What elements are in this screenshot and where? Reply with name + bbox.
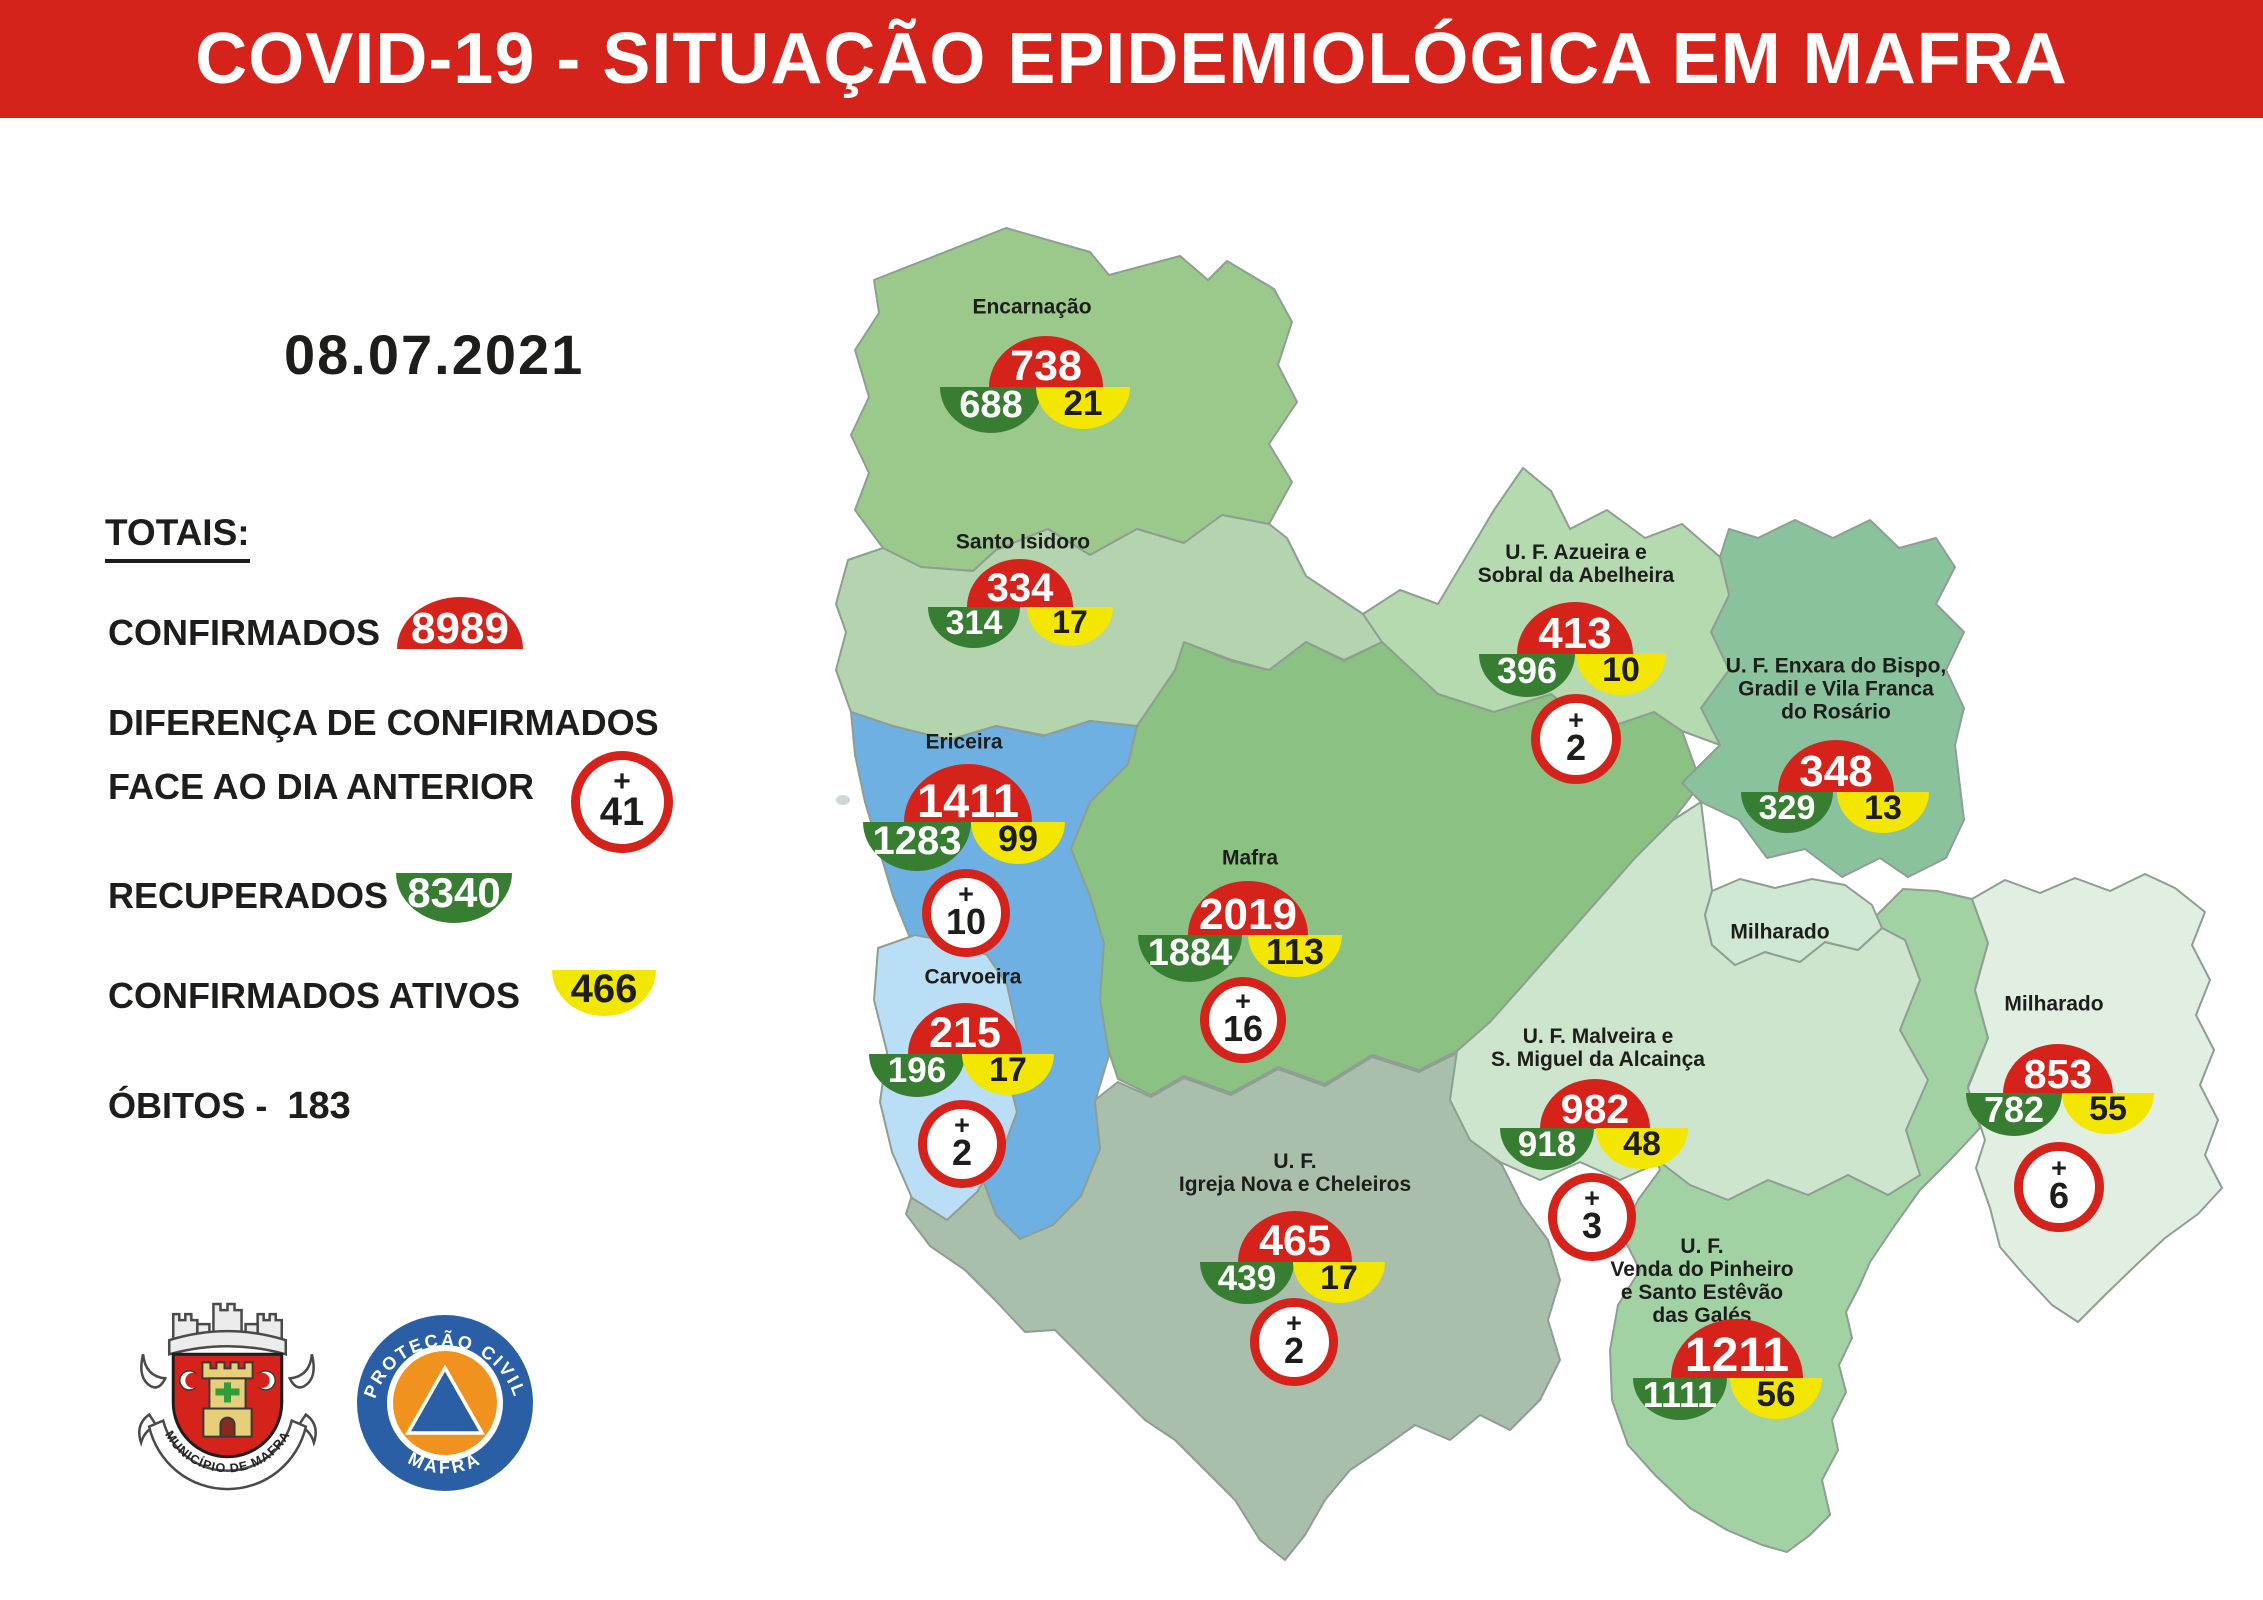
diff-value-azueira: 2	[1565, 726, 1587, 768]
diff-label-line1: DIFERENÇA DE CONFIRMADOS	[108, 702, 659, 743]
active-total-badge: 466	[552, 969, 656, 1016]
confirmed-badge-ericeira: 1411	[904, 764, 1032, 824]
plus-icon: +	[613, 765, 631, 799]
region-label-malveira: U. F. Malveira e S. Miguel da Alcainça	[1491, 1024, 1705, 1071]
region-label-igreja-nova: U. F. Igreja Nova e Cheleiros	[1178, 1149, 1412, 1196]
region-label-mafra: Mafra	[1221, 846, 1279, 870]
region-label-milharado-exclave: Milharado	[1730, 920, 1830, 944]
region-label-encarnacao: Encarnação	[972, 295, 1092, 319]
diff-value-ericeira: 10	[945, 900, 987, 942]
recovered-total-label: RECUPERADOS	[108, 875, 389, 916]
diff-badge-mafra: + 16	[1200, 977, 1286, 1063]
diff-value-milharado: 6	[2048, 1174, 2070, 1216]
protecao-civil-mafra-logo: PROTEÇÃO CIVIL MAFRA	[357, 1315, 533, 1491]
region-label-santo-isidoro: Santo Isidoro	[955, 530, 1091, 554]
recovered-badge-venda: 1111	[1633, 1377, 1727, 1420]
region-label-venda: U. F. Venda do Pinheiro e Santo Estêvão …	[1610, 1234, 1794, 1328]
plus-icon: +	[2051, 1153, 2067, 1184]
diff-value-igreja-nova: 2	[1283, 1329, 1305, 1371]
region-label-ericeira: Ericeira	[925, 730, 1003, 754]
diff-total-circle: + 41	[571, 751, 673, 853]
ribbon-banner	[147, 1418, 308, 1491]
confirmed-badge-venda: 1211	[1671, 1319, 1803, 1379]
diff-value-mafra: 16	[1222, 1007, 1264, 1049]
diff-total-value: 41	[599, 789, 645, 834]
recovered-badge-ericeira: 1283	[863, 821, 971, 871]
green-cross	[215, 1382, 240, 1403]
plus-icon: +	[1286, 1308, 1302, 1339]
plus-icon: +	[1584, 1183, 1600, 1214]
diff-value-carvoeira: 2	[951, 1131, 973, 1173]
deaths-row: ÓBITOS - 183	[108, 1085, 351, 1128]
diff-badge-carvoeira: + 2	[918, 1100, 1006, 1188]
diff-badge-malveira: + 3	[1548, 1173, 1636, 1261]
title-banner: COVID-19 - SITUAÇÃO EPIDEMIOLÓGICA EM MA…	[0, 0, 2263, 118]
diff-badge-igreja-nova: + 2	[1250, 1298, 1338, 1386]
region-label-enxara: U. F. Enxara do Bispo, Gradil e Vila Fra…	[1725, 654, 1947, 724]
castle-tower	[201, 1361, 254, 1438]
report-date: 08.07.2021	[284, 323, 585, 386]
diff-value-malveira: 3	[1581, 1204, 1603, 1246]
confirmed-badge-mafra: 2019	[1188, 881, 1308, 936]
region-label-milharado: Milharado	[2004, 992, 2104, 1016]
active-total-label: CONFIRMADOS ATIVOS	[108, 975, 520, 1016]
plus-icon: +	[1235, 986, 1251, 1017]
totals-heading: TOTAIS:	[105, 512, 250, 563]
confirmed-total-badge: 8989	[397, 597, 523, 650]
recovered-total-badge: 8340	[396, 872, 512, 923]
deaths-label: ÓBITOS -	[108, 1085, 268, 1126]
region-label-carvoeira: Carvoeira	[924, 965, 1022, 989]
plus-icon: +	[958, 879, 974, 910]
islet	[836, 795, 850, 805]
region-shape-milharado-exclave	[1704, 878, 1883, 966]
plus-icon: +	[1568, 705, 1584, 736]
confirmed-badge-santo-isidoro: 334	[967, 559, 1073, 608]
scroll-ornaments	[138, 1353, 317, 1447]
plus-icon: +	[954, 1110, 970, 1141]
civil-defence-triangle-icon	[404, 1364, 486, 1435]
region-label-azueira: U. F. Azueira e Sobral da Abelheira	[1477, 540, 1675, 587]
diff-badge-ericeira: + 10	[922, 869, 1010, 957]
mural-crown	[167, 1302, 288, 1356]
deaths-value: 183	[287, 1085, 351, 1127]
confirmed-total-label: CONFIRMADOS	[108, 612, 380, 653]
diff-badge-milharado: + 6	[2014, 1142, 2104, 1232]
diff-label-line2: FACE AO DIA ANTERIOR	[108, 766, 535, 807]
page-title: COVID-19 - SITUAÇÃO EPIDEMIOLÓGICA EM MA…	[195, 19, 2068, 99]
crescents	[179, 1370, 276, 1391]
municipio-mafra-coat-of-arms: MUNICÍPIO DE MAFRA	[138, 1302, 317, 1491]
diff-badge-azueira: + 2	[1531, 694, 1621, 784]
